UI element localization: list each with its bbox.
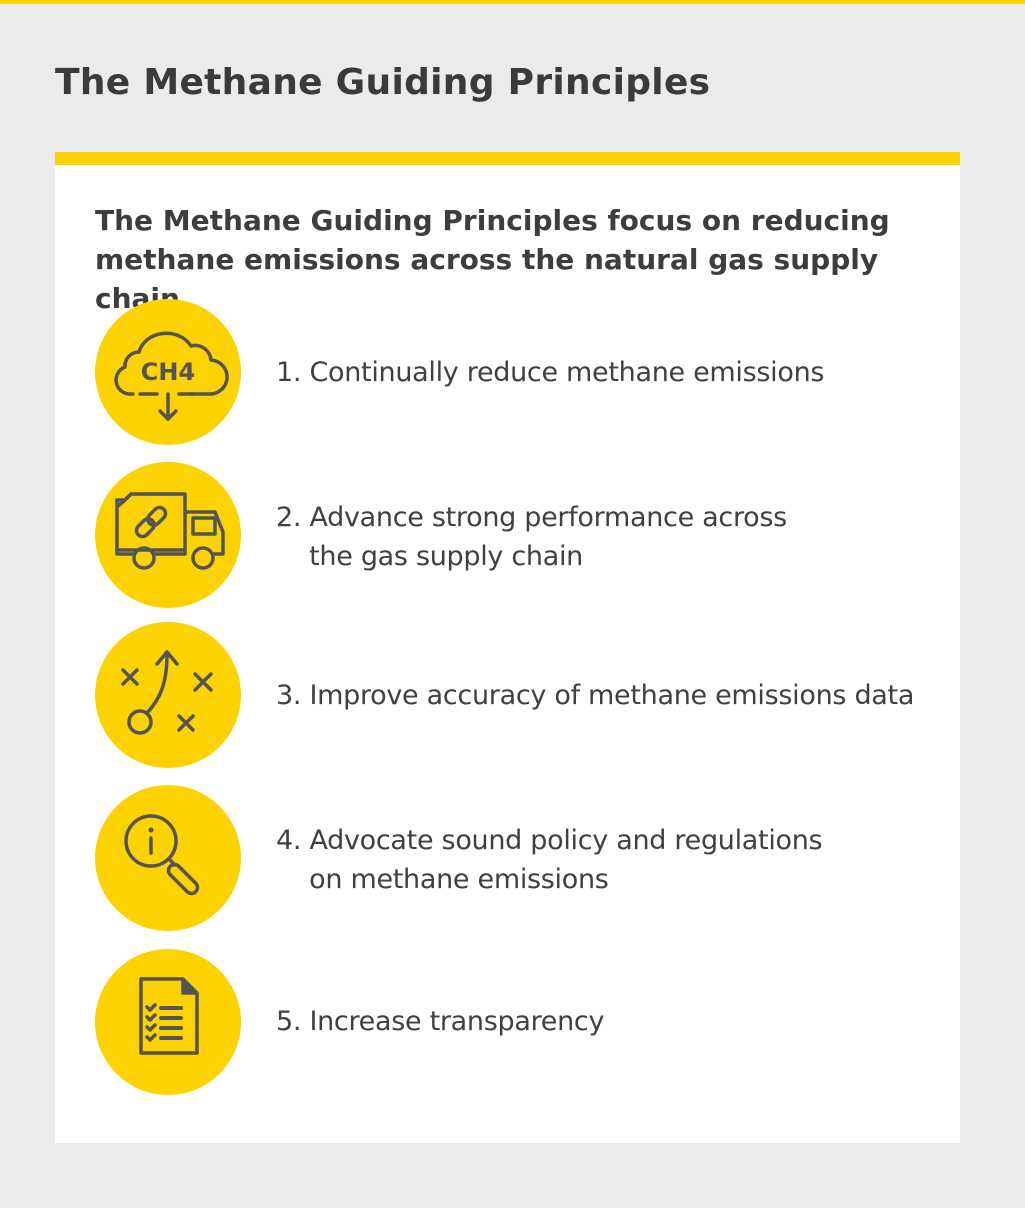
card-subtitle: The Methane Guiding Principles focus on …	[95, 204, 890, 315]
principle-label: 2. Advance strong performance across	[276, 502, 787, 533]
principle-label: 4. Advocate sound policy and regulations	[276, 825, 823, 856]
principle-label: 3. Improve accuracy of methane emissions…	[276, 680, 915, 711]
principle-item-5: 5. Increase transparency	[95, 949, 945, 1095]
svg-text:CH4: CH4	[141, 358, 195, 386]
principle-label-continued: the gas supply chain	[276, 541, 583, 572]
principle-item-2: 2. Advance strong performance across the…	[95, 462, 945, 608]
card-accent-bar	[55, 152, 960, 165]
strategy-play-icon	[95, 622, 241, 768]
principle-item-3: 3. Improve accuracy of methane emissions…	[95, 622, 945, 768]
principle-item-1: CH4 1. Continually reduce methane emissi…	[95, 299, 945, 445]
principle-label: 1. Continually reduce methane emissions	[276, 357, 825, 388]
cloud-ch4-down-icon: CH4	[95, 299, 241, 445]
page-title: The Methane Guiding Principles	[55, 62, 711, 103]
truck-chain-link-icon	[95, 462, 241, 608]
magnifier-info-icon	[95, 785, 241, 931]
principles-card: The Methane Guiding Principles focus on …	[55, 152, 960, 1143]
principle-label: 5. Increase transparency	[276, 1006, 605, 1037]
principle-item-4: 4. Advocate sound policy and regulations…	[95, 785, 945, 931]
principle-label-continued: on methane emissions	[276, 864, 609, 895]
checklist-document-icon	[95, 949, 241, 1095]
top-accent-line	[0, 0, 1025, 4]
